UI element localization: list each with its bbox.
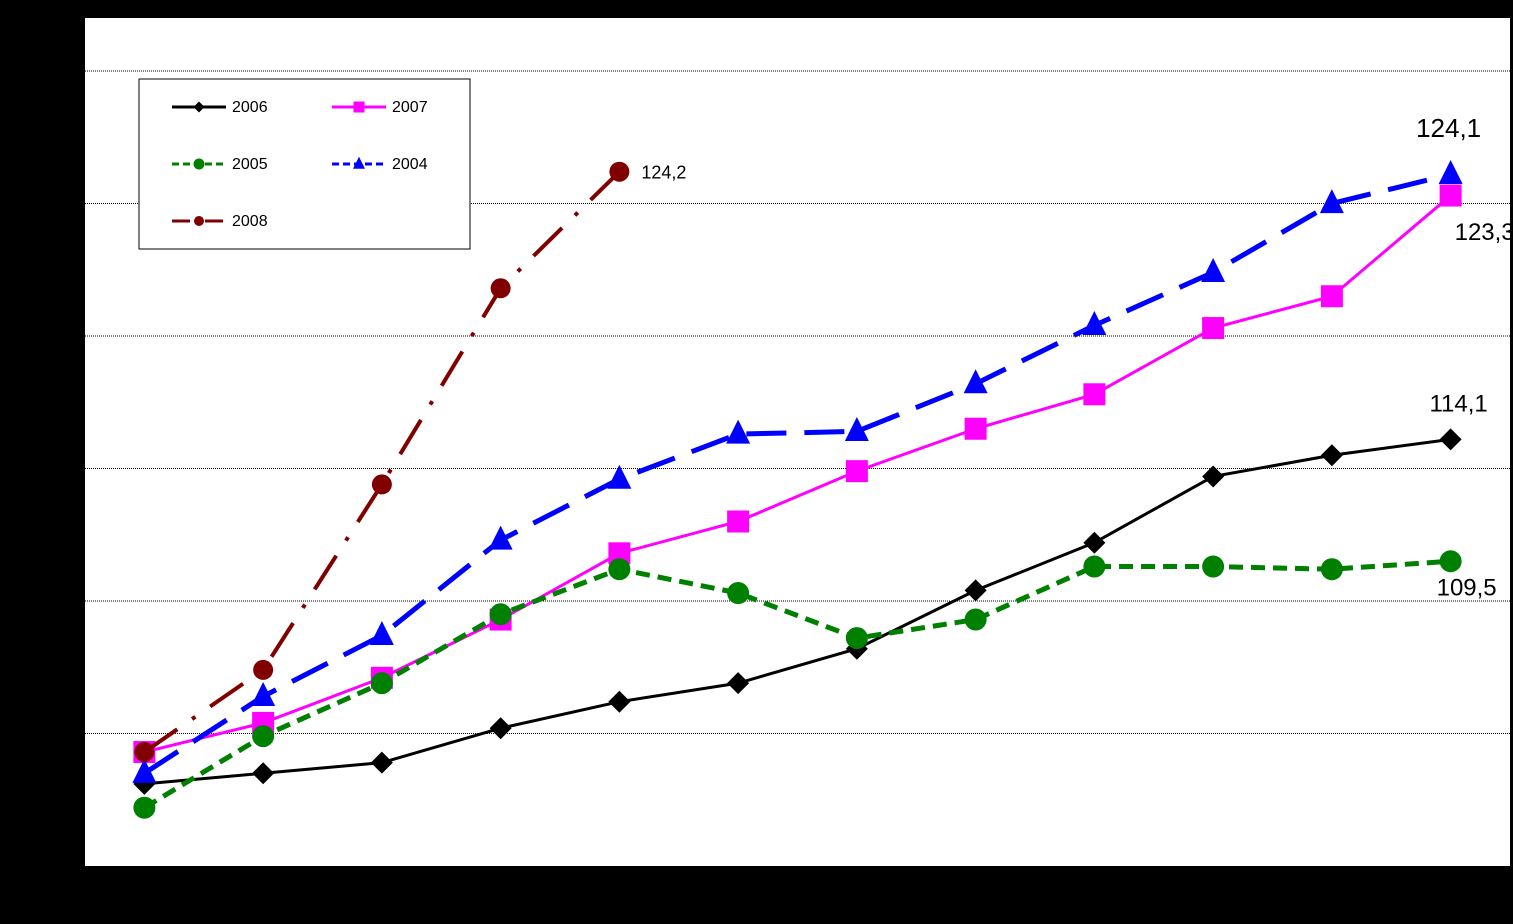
data-point: [964, 608, 987, 631]
data-point: [727, 510, 750, 533]
data-point: [727, 582, 750, 605]
data-point: [1082, 311, 1107, 335]
data-point: [964, 579, 987, 602]
data-point: [490, 278, 511, 299]
data-point: [1439, 428, 1462, 451]
data-point: [1320, 558, 1343, 581]
data-point: [1202, 555, 1225, 578]
data-point: [371, 474, 392, 495]
data-point: [1438, 159, 1463, 184]
legend-label: 2007: [392, 99, 428, 116]
data-point: [369, 621, 394, 646]
legend-label: 2005: [232, 156, 268, 173]
data-point: [845, 627, 868, 650]
data-point: [1439, 550, 1462, 573]
series-line: [143, 170, 621, 754]
series-line: [144, 437, 1451, 786]
data-point: [608, 690, 631, 713]
data-label: 123,3: [1455, 219, 1513, 246]
data-point: [1202, 317, 1225, 340]
data-point: [964, 417, 987, 440]
data-point: [251, 682, 276, 706]
legend-marker: [194, 216, 204, 226]
data-label: 114,1: [1429, 391, 1487, 418]
legend-label: 2006: [232, 99, 268, 116]
data-point: [252, 762, 275, 785]
data-point: [1083, 383, 1106, 406]
data-point: [488, 525, 513, 550]
data-point: [608, 542, 631, 565]
data-point: [1320, 444, 1343, 467]
data-point: [489, 603, 512, 626]
data-label: 109,5: [1437, 575, 1497, 602]
data-point: [370, 751, 393, 774]
series-line: [143, 171, 1452, 776]
data-point: [1083, 555, 1106, 578]
data-point: [609, 161, 630, 182]
legend-label: 2004: [392, 156, 428, 173]
data-point: [844, 417, 869, 441]
data-point: [607, 464, 632, 489]
data-point: [1319, 189, 1344, 214]
legend-label: 2008: [232, 213, 268, 230]
data-point: [963, 369, 988, 394]
legend-marker: [353, 156, 365, 169]
data-point: [1083, 531, 1106, 554]
data-point: [134, 742, 155, 763]
data-point: [132, 758, 157, 783]
legend-marker: [353, 101, 365, 113]
legend-marker: [193, 101, 205, 113]
data-point: [726, 419, 751, 444]
data-point: [1320, 285, 1343, 308]
data-point: [252, 725, 275, 748]
data-point: [133, 796, 156, 819]
data-point: [845, 460, 868, 483]
data-point: [370, 672, 393, 695]
data-point: [1439, 184, 1462, 207]
data-label: 124,1: [1416, 113, 1481, 143]
data-point: [1202, 465, 1225, 488]
legend-marker: [193, 158, 205, 170]
data-label: 124,2: [641, 162, 686, 182]
data-point: [608, 558, 631, 581]
data-point: [727, 672, 750, 695]
data-point: [253, 659, 274, 680]
data-point: [489, 717, 512, 740]
data-point: [1201, 258, 1226, 282]
series-line: [144, 194, 1452, 754]
series-line: [143, 558, 1451, 810]
